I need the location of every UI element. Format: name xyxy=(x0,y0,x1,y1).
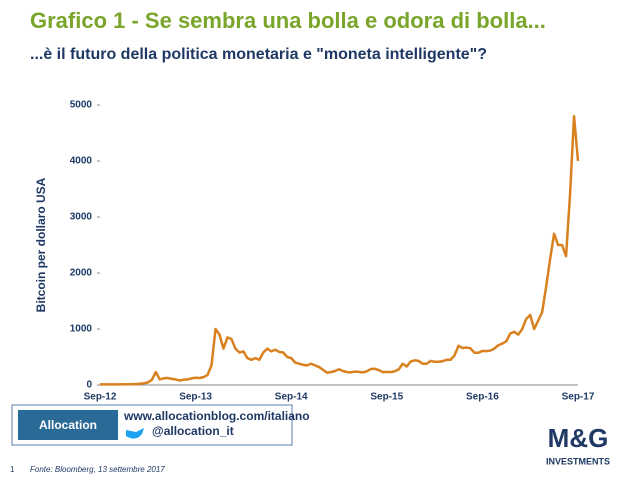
x-tick-label: Sep-14 xyxy=(275,392,308,403)
subtitle: ...è il futuro della politica monetaria … xyxy=(30,46,487,63)
x-tick-label: Sep-12 xyxy=(84,392,117,403)
x-tick-label: Sep-15 xyxy=(370,392,403,403)
source: Fonte: Bloomberg, 13 settembre 2017 xyxy=(30,465,165,474)
footer-box: Allocation www.allocationblog.com/italia… xyxy=(11,404,310,446)
line xyxy=(100,114,580,386)
brand: M&G xyxy=(548,423,609,453)
twitter: @allocation_it xyxy=(152,424,234,438)
x-tick-label: Sep-16 xyxy=(466,392,499,403)
page-number: 1 xyxy=(10,465,15,474)
brand-sub: INVESTMENTS xyxy=(546,456,610,466)
y-axis-label: Bitcoin per dollaro USA xyxy=(34,177,48,312)
y-tick-label: 4000 xyxy=(70,156,93,167)
logo-text: Allocation xyxy=(39,418,97,432)
y-tick-label: 1000 xyxy=(70,324,93,335)
logo-box xyxy=(18,410,118,440)
x-tick-label: Sep-17 xyxy=(562,392,595,403)
twitter-icon xyxy=(126,428,144,439)
y-tick-label: 3000 xyxy=(70,212,93,223)
site: www.allocationblog.com/italiano xyxy=(123,409,310,423)
y-tick-label: 5000 xyxy=(70,100,93,111)
y-tick-label: 0 xyxy=(86,380,92,391)
y-tick-label: 2000 xyxy=(70,268,93,279)
title: Grafico 1 - Se sembra una bolla e odora … xyxy=(30,8,546,33)
x-tick-label: Sep-13 xyxy=(179,392,212,403)
